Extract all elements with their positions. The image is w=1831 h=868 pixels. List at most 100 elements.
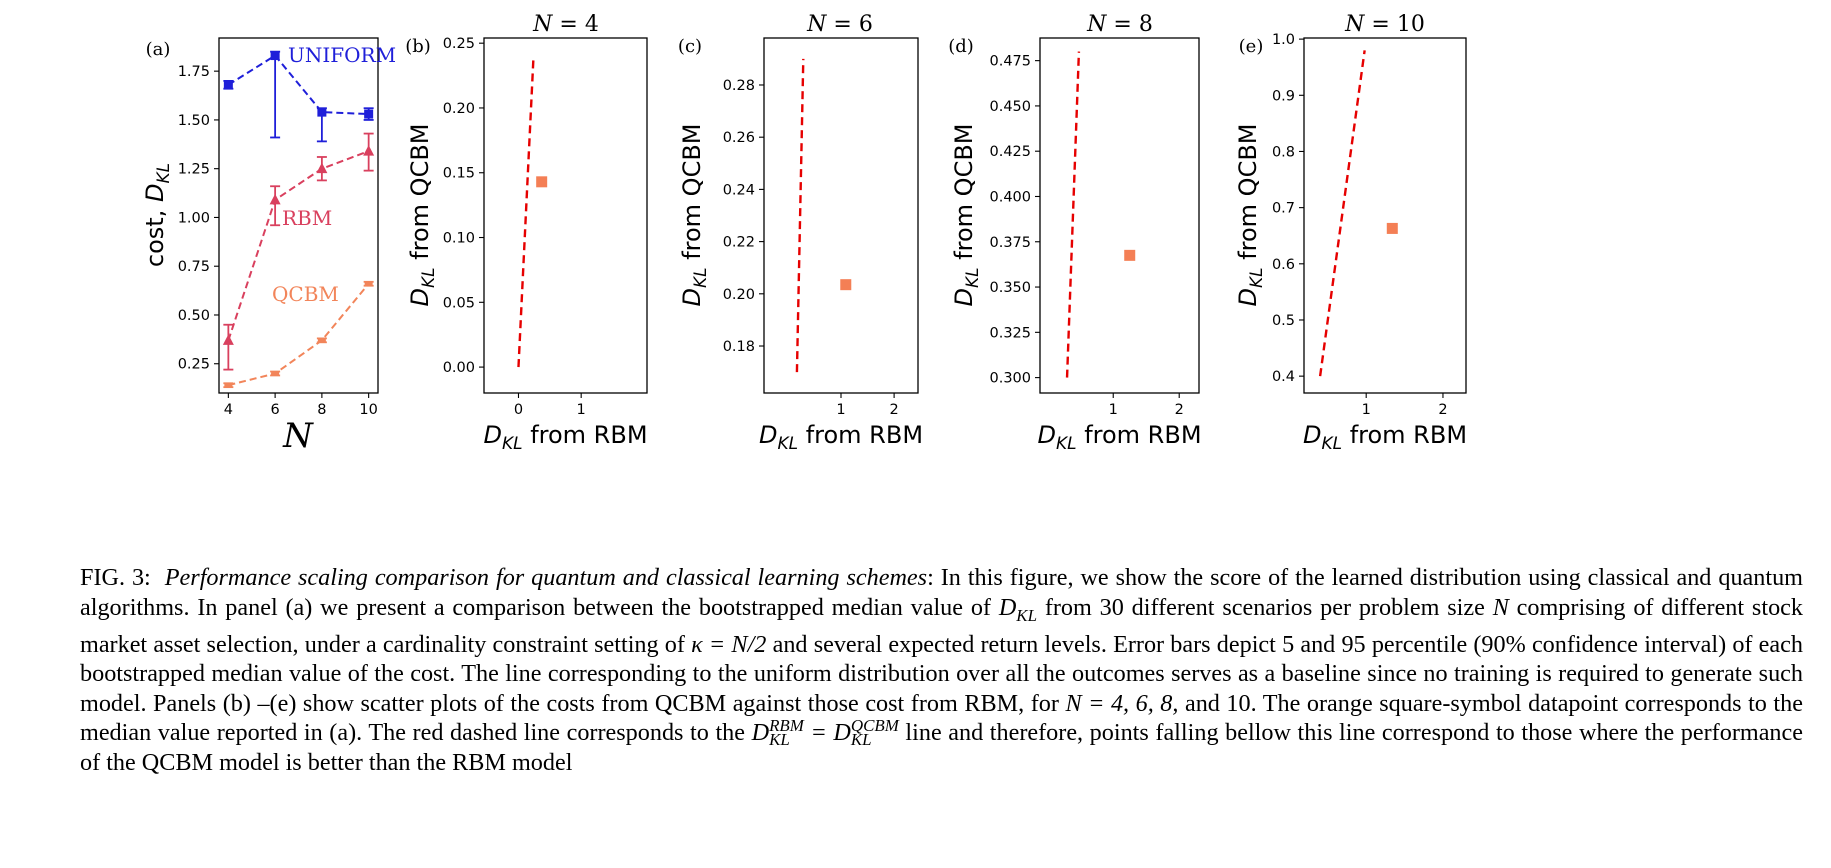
caption-text-4: and several expected return levels. Erro… bbox=[80, 630, 1803, 717]
title-rest: = 8 bbox=[1106, 12, 1152, 37]
panel-e: 0.40.50.60.70.80.91.01 2N = 10(e)DKL from… bbox=[1234, 12, 1467, 454]
x-axis-label: N bbox=[282, 416, 314, 456]
label-part: KL bbox=[691, 267, 711, 288]
data-point bbox=[223, 80, 233, 90]
y-tick-label: 1.25 bbox=[178, 162, 210, 178]
label-part: from RBM bbox=[798, 421, 923, 449]
data-point bbox=[317, 107, 327, 117]
x-tick-label: 0 bbox=[514, 402, 523, 418]
series-qcbm: QCBM bbox=[223, 280, 374, 389]
y-tick-label: 1.50 bbox=[178, 113, 210, 129]
panel-frame bbox=[483, 37, 648, 394]
y-tick-label: 0.50 bbox=[178, 308, 210, 324]
label-part: KL bbox=[1056, 434, 1077, 454]
y-tick-label: 0.425 bbox=[989, 144, 1031, 160]
y-tick-label: 0.6 bbox=[1272, 257, 1295, 273]
label-part: KL bbox=[963, 267, 983, 288]
x-tick-label: 1 bbox=[1362, 402, 1371, 418]
caption-math-equality: D RBM KL = D QCBM KL bbox=[751, 716, 899, 749]
y-tick-label: 0.9 bbox=[1272, 88, 1295, 104]
y-tick-label: 0.475 bbox=[989, 54, 1031, 70]
title-var: N bbox=[532, 12, 553, 37]
y-tick-label: 0.7 bbox=[1272, 201, 1295, 217]
data-point bbox=[364, 282, 373, 286]
label-part: D bbox=[1303, 421, 1321, 449]
label-part: from RBM bbox=[1342, 421, 1467, 449]
y-tick-label: 0.450 bbox=[989, 99, 1031, 115]
label-part: KL bbox=[154, 163, 174, 184]
y-tick-label: 0.350 bbox=[989, 280, 1031, 296]
title-var: N bbox=[1086, 12, 1107, 37]
y-axis-label: DKL from QCBM bbox=[406, 123, 439, 306]
panel-frame bbox=[1303, 37, 1467, 394]
y-tick-label: 0.4 bbox=[1272, 369, 1295, 385]
series-rbm: RBM bbox=[222, 132, 375, 371]
label-part: KL bbox=[1247, 267, 1267, 288]
y-tick-label: 0.24 bbox=[723, 182, 755, 198]
label-part: cost, bbox=[141, 202, 169, 267]
x-tick-label: 6 bbox=[271, 402, 280, 418]
y-tick-label: 0.26 bbox=[723, 130, 755, 146]
equality-line bbox=[1318, 50, 1366, 377]
caption-label: FIG. 3: bbox=[80, 564, 151, 591]
equality-line bbox=[1065, 51, 1081, 378]
panel-letter: (e) bbox=[1239, 36, 1264, 57]
caption-math-kappa: κ = N/2 bbox=[691, 630, 767, 658]
data-point bbox=[222, 334, 234, 345]
x-axis-label: DKL from RBM bbox=[1037, 421, 1201, 454]
y-tick-label: 0.22 bbox=[723, 235, 755, 251]
y-axis-label: DKL from QCBM bbox=[1234, 123, 1267, 306]
label-part: from QCBM bbox=[950, 123, 978, 267]
caption-math-n-values: N = 4, 6, 8, bbox=[1065, 689, 1179, 717]
y-tick-label: 0.375 bbox=[989, 235, 1031, 251]
data-point bbox=[363, 145, 375, 156]
label-part: from QCBM bbox=[1234, 123, 1262, 267]
y-tick-label: 0.15 bbox=[443, 166, 475, 182]
y-tick-label: 1.00 bbox=[178, 210, 210, 226]
y-tick-label: 0.400 bbox=[989, 189, 1031, 205]
y-tick-label: 0.10 bbox=[443, 231, 475, 247]
series-label: QCBM bbox=[272, 282, 339, 306]
caption-math-dkl: DKL bbox=[998, 593, 1037, 625]
caption-text-2: from 30 different scenarios per problem … bbox=[1037, 593, 1493, 621]
panel-c: 0.180.200.220.240.260.281 2N = 6(c)DKL fr… bbox=[678, 12, 923, 454]
panel-title: N = 6 bbox=[806, 12, 873, 37]
x-tick-label: 2 bbox=[1175, 402, 1184, 418]
equality-line bbox=[517, 56, 535, 368]
label-part: from RBM bbox=[523, 421, 648, 449]
title-var: N bbox=[1344, 12, 1365, 37]
median-point bbox=[1386, 222, 1398, 234]
panel-title: N = 4 bbox=[532, 12, 599, 37]
x-tick-label: 10 bbox=[359, 402, 377, 418]
label-part: D bbox=[1234, 288, 1262, 306]
panel-letter: (b) bbox=[405, 36, 431, 57]
data-point bbox=[270, 51, 280, 61]
panel-frame bbox=[1039, 37, 1200, 394]
label-part: D bbox=[950, 288, 978, 306]
label-part: from QCBM bbox=[678, 123, 706, 267]
y-tick-label: 0.00 bbox=[443, 360, 475, 376]
panel-d: 0.300 0.325 0.350 0.375 0.400 0.425 0.450 0.475… bbox=[948, 12, 1201, 454]
panel-b: 0.000.050.100.150.200.250 1N = 4(b)DKL fr… bbox=[405, 12, 648, 454]
caption-text-3: comprising of different stock market ass… bbox=[80, 593, 1803, 658]
x-axis-label: DKL from RBM bbox=[759, 421, 923, 454]
median-point bbox=[1124, 249, 1136, 261]
caption-math-n: N bbox=[1492, 593, 1509, 621]
series-label: RBM bbox=[282, 206, 332, 230]
label-part: from QCBM bbox=[406, 123, 434, 267]
panel-letter: (a) bbox=[146, 39, 171, 60]
median-point bbox=[536, 176, 548, 188]
x-axis-label: DKL from RBM bbox=[483, 421, 647, 454]
equality-line bbox=[795, 58, 805, 373]
data-point bbox=[224, 383, 233, 387]
series-line bbox=[227, 54, 369, 116]
x-tick-label: 2 bbox=[1438, 402, 1447, 418]
y-tick-label: 0.325 bbox=[989, 325, 1031, 341]
y-tick-label: 0.25 bbox=[443, 36, 475, 52]
y-tick-label: 0.25 bbox=[178, 357, 210, 373]
label-part: D bbox=[1037, 421, 1055, 449]
panel-letter: (c) bbox=[678, 36, 702, 57]
series-line bbox=[228, 283, 370, 387]
label-part: D bbox=[678, 288, 706, 306]
caption-title: Performance scaling comparison for quant… bbox=[164, 564, 928, 591]
